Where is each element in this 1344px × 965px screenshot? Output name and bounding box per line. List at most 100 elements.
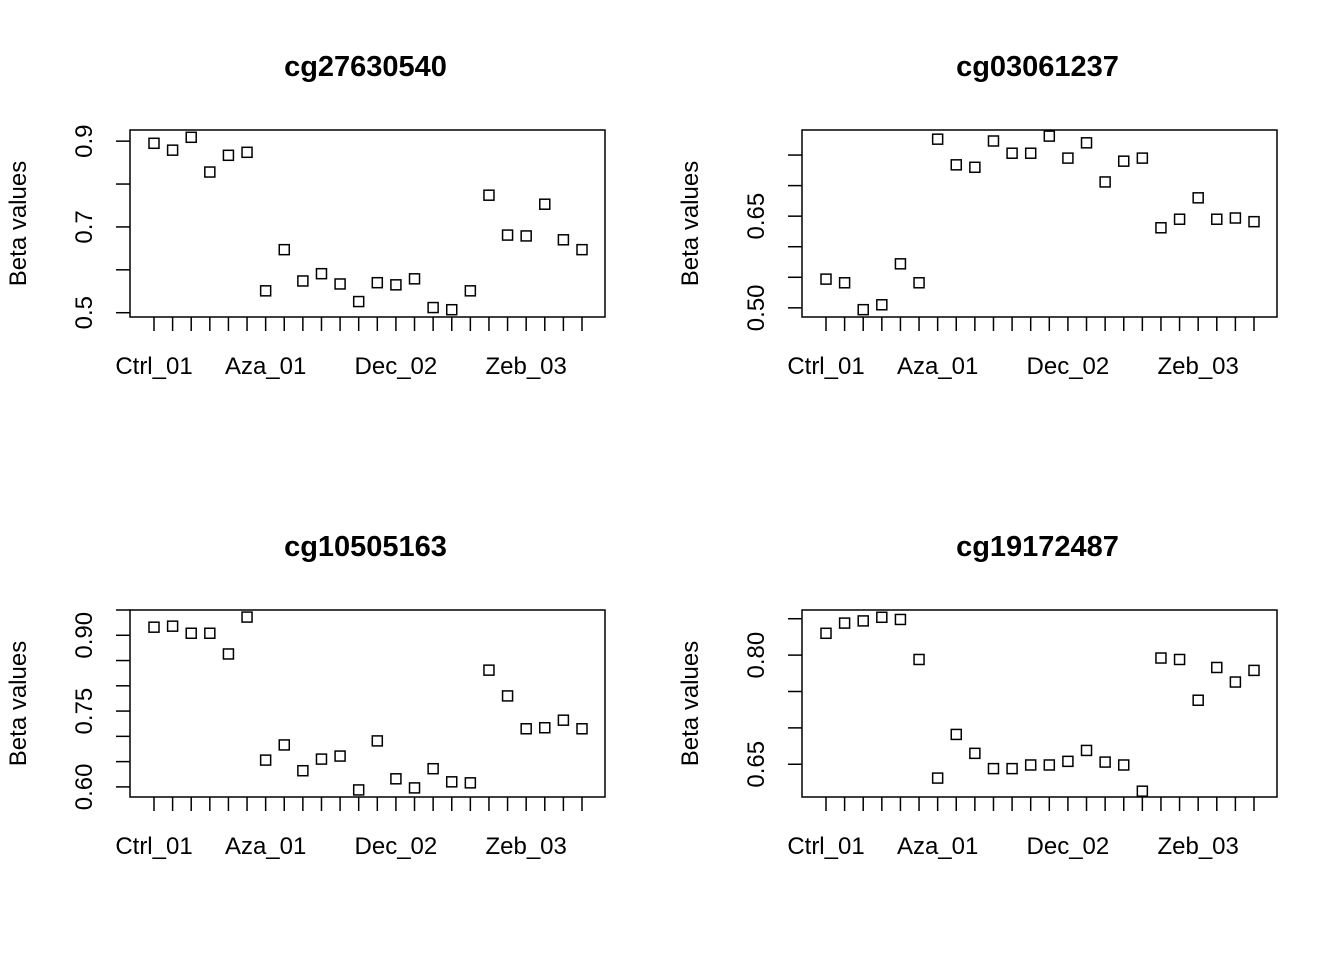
y-axis-label: Beta values xyxy=(5,161,32,286)
point xyxy=(427,301,439,314)
y-tick-label: 0.9 xyxy=(71,124,98,157)
point xyxy=(241,611,253,623)
point xyxy=(1229,676,1242,688)
y-tick-label: 0.60 xyxy=(71,764,98,811)
point xyxy=(520,723,532,735)
point xyxy=(1173,653,1186,666)
x-tick-label: Ctrl_01 xyxy=(787,833,864,860)
point xyxy=(857,303,869,316)
point xyxy=(931,772,944,784)
point xyxy=(185,627,197,639)
point xyxy=(1117,155,1130,167)
point xyxy=(334,278,346,290)
y-tick-label: 0.65 xyxy=(743,741,770,788)
point xyxy=(969,161,981,174)
point xyxy=(1024,759,1037,771)
point xyxy=(483,664,495,676)
x-tick-label: Zeb_03 xyxy=(485,833,566,860)
y-axis-label: Beta values xyxy=(677,161,704,286)
point xyxy=(539,722,551,734)
point xyxy=(913,653,925,666)
x-tick-label: Ctrl_01 xyxy=(787,353,864,380)
point xyxy=(445,303,458,316)
point xyxy=(820,627,832,640)
plot-box xyxy=(129,609,606,798)
x-tick-label: Aza_01 xyxy=(897,833,978,860)
point xyxy=(838,617,851,629)
y-tick-label: 0.5 xyxy=(71,296,98,329)
y-tick-label: 0.90 xyxy=(71,612,98,659)
point xyxy=(987,762,1000,775)
point xyxy=(1211,661,1223,674)
point xyxy=(166,144,179,156)
panel-title: cg10505163 xyxy=(284,531,447,563)
point xyxy=(1006,147,1018,159)
x-tick-label: Dec_02 xyxy=(1027,833,1110,860)
point xyxy=(371,735,384,747)
point xyxy=(278,739,291,751)
x-tick-label: Dec_02 xyxy=(355,353,438,380)
point xyxy=(1099,756,1111,768)
x-tick-label: Zeb_03 xyxy=(485,353,566,380)
x-tick-label: Zeb_03 xyxy=(1157,353,1238,380)
point xyxy=(408,273,421,285)
panel-title: cg27630540 xyxy=(284,51,447,83)
point xyxy=(1062,755,1074,768)
point xyxy=(557,714,570,726)
point xyxy=(408,782,421,794)
point xyxy=(1043,130,1056,142)
x-tick-label: Zeb_03 xyxy=(1157,833,1238,860)
point xyxy=(445,776,458,788)
y-tick-label: 0.80 xyxy=(743,632,770,679)
y-tick-label: 0.50 xyxy=(743,284,770,331)
point xyxy=(1043,759,1056,771)
point xyxy=(1155,222,1167,234)
point xyxy=(857,615,869,627)
point xyxy=(913,277,925,289)
point xyxy=(483,189,495,201)
point xyxy=(1192,694,1204,706)
point xyxy=(576,723,588,735)
point xyxy=(987,135,1000,147)
point xyxy=(1211,213,1223,225)
point xyxy=(1006,762,1018,775)
point xyxy=(894,258,907,270)
point xyxy=(1155,652,1167,664)
y-tick-label: 0.75 xyxy=(71,688,98,735)
point xyxy=(1099,176,1111,188)
point xyxy=(148,621,160,633)
point xyxy=(1080,137,1093,149)
point xyxy=(501,690,514,702)
x-tick-label: Ctrl_01 xyxy=(115,833,192,860)
point xyxy=(390,773,402,785)
point xyxy=(950,728,963,741)
point xyxy=(520,230,532,242)
point xyxy=(315,267,328,280)
point xyxy=(1229,212,1242,224)
point xyxy=(427,762,439,775)
point xyxy=(278,243,291,256)
point xyxy=(315,753,328,765)
plot-box xyxy=(801,609,1278,798)
panel-title: cg19172487 xyxy=(956,531,1119,563)
plot-box xyxy=(129,129,606,318)
point xyxy=(969,747,981,760)
point xyxy=(876,611,888,624)
x-tick-label: Aza_01 xyxy=(225,353,306,380)
point xyxy=(1192,192,1204,204)
point xyxy=(557,234,570,246)
point xyxy=(931,133,944,145)
point xyxy=(539,198,551,210)
panel-title: cg03061237 xyxy=(956,51,1119,83)
point xyxy=(390,279,402,291)
point xyxy=(838,277,851,289)
point xyxy=(950,159,963,171)
point xyxy=(1024,147,1037,159)
x-tick-label: Aza_01 xyxy=(225,833,306,860)
point xyxy=(352,784,365,796)
y-tick-label: 0.7 xyxy=(71,210,98,243)
point xyxy=(1136,152,1149,164)
point xyxy=(204,627,216,639)
point xyxy=(352,295,365,308)
